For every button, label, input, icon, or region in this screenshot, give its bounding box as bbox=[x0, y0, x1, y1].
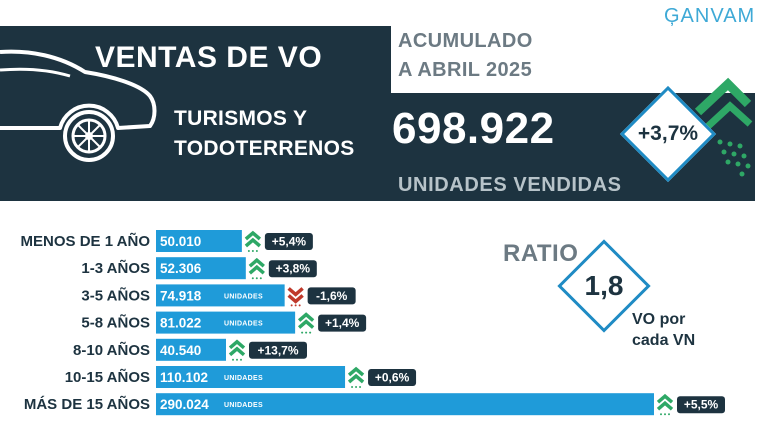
bar bbox=[156, 284, 285, 307]
bar-unit-label: UNIDADES bbox=[224, 321, 263, 328]
category-label: 10-15 AÑOS bbox=[65, 368, 150, 386]
total-units: 698.922 bbox=[392, 104, 555, 153]
change-badge bbox=[249, 341, 307, 359]
ratio-caption: VO por cada VN bbox=[632, 311, 696, 349]
change-value: +13,7% bbox=[257, 343, 298, 357]
bar-value-label: 40.540 bbox=[160, 343, 201, 358]
period-label: ACUMULADO A ABRIL 2025 bbox=[398, 30, 533, 81]
growth-badge: +3,7% bbox=[619, 85, 717, 183]
trend-up-icon bbox=[347, 366, 365, 388]
change-badge bbox=[677, 396, 725, 414]
change-badge bbox=[368, 369, 417, 386]
change-value: +0,6% bbox=[375, 371, 410, 385]
change-badge bbox=[264, 233, 313, 250]
car-icon bbox=[0, 49, 157, 162]
change-badge bbox=[268, 260, 317, 278]
segment-label: TURISMOS Y TODOTERRENOS bbox=[174, 107, 355, 160]
category-label: MÁS DE 15 AÑOS bbox=[24, 395, 150, 413]
bar-value-label: 52.306 bbox=[160, 261, 202, 276]
trend-up-icon bbox=[244, 230, 262, 252]
bar-value-label: 290.024 bbox=[160, 397, 209, 412]
trend-up-icon bbox=[656, 393, 674, 416]
category-label: 1-3 AÑOS bbox=[81, 259, 150, 277]
bar bbox=[156, 366, 346, 388]
trend-up-icon bbox=[297, 312, 315, 334]
age-bar-chart: MENOS DE 1 AÑO 50.010 +5,4% 1-3 AÑOS 52.306 +… bbox=[21, 230, 725, 416]
trend-down-icon bbox=[287, 287, 304, 307]
trend-up-icon bbox=[248, 257, 265, 280]
bar bbox=[156, 393, 654, 416]
bar bbox=[156, 311, 296, 334]
bar bbox=[156, 257, 246, 280]
change-value: +5,4% bbox=[272, 235, 307, 249]
change-badge bbox=[307, 287, 356, 305]
change-value: +5,5% bbox=[684, 398, 719, 412]
page-title: VENTAS DE VO bbox=[95, 41, 323, 74]
bar-value-label: 110.102 bbox=[160, 370, 208, 385]
category-label: 8-10 AÑOS bbox=[73, 341, 150, 359]
change-badge bbox=[318, 314, 367, 332]
header-band-main bbox=[0, 93, 755, 201]
bar-unit-label: UNIDADES bbox=[224, 402, 263, 409]
change-value: +1,4% bbox=[325, 316, 360, 330]
ratio-title: RATIO bbox=[503, 240, 579, 267]
bar bbox=[156, 338, 226, 361]
category-label: 5-8 AÑOS bbox=[81, 314, 150, 332]
category-label: MENOS DE 1 AÑO bbox=[21, 232, 151, 250]
change-value: +3,8% bbox=[276, 262, 311, 276]
change-value: -1,6% bbox=[316, 289, 348, 303]
bar-unit-label: UNIDADES bbox=[224, 375, 263, 382]
trend-up-icon bbox=[228, 339, 246, 361]
ratio-value: 1,8 bbox=[584, 270, 624, 301]
bar-value-label: 81.022 bbox=[160, 316, 201, 331]
bar bbox=[156, 230, 242, 252]
growth-value: +3,7% bbox=[637, 122, 699, 145]
category-label: 3-5 AÑOS bbox=[81, 286, 150, 304]
ratio-badge: 1,8 bbox=[556, 238, 652, 334]
total-units-label: UNIDADES VENDIDAS bbox=[398, 174, 622, 196]
bar-value-label: 74.918 bbox=[160, 288, 202, 303]
growth-arrows-icon bbox=[694, 77, 753, 177]
brand-logo: ĢANVAM bbox=[664, 5, 756, 27]
bar-value-label: 50.010 bbox=[160, 234, 201, 249]
bar-unit-label: UNIDADES bbox=[224, 293, 263, 300]
